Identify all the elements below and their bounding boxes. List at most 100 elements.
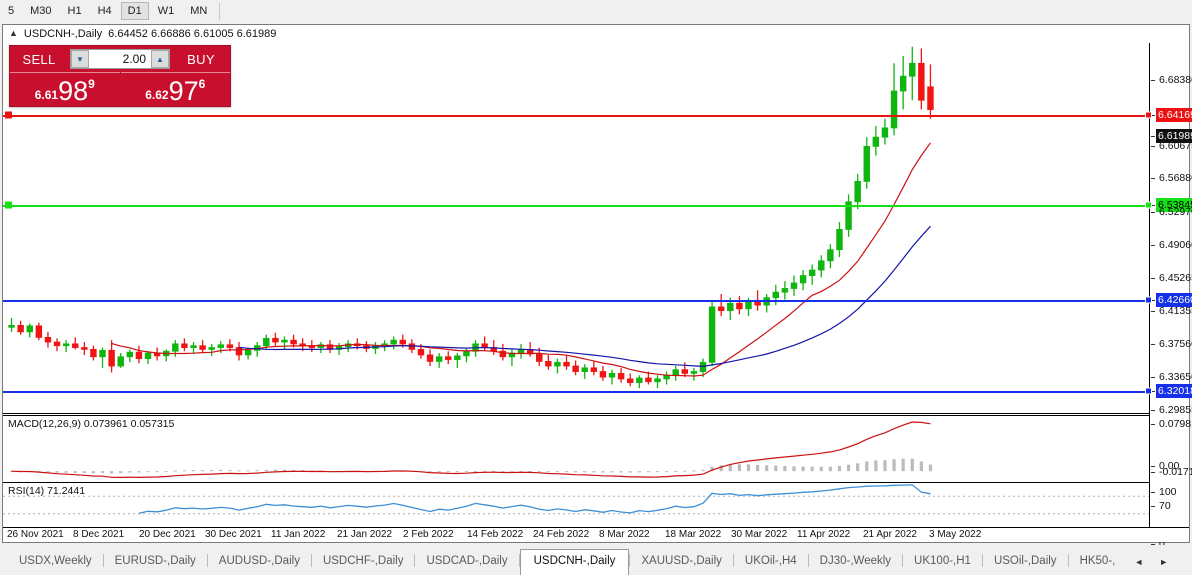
price-scale-label: 6.45265 — [1159, 272, 1192, 284]
scale-tick — [1151, 136, 1155, 137]
level-line-green-support[interactable] — [3, 205, 1149, 207]
sell-price-fraction: 9 — [88, 77, 95, 91]
scale-tick — [1151, 245, 1155, 246]
level-line-blue-lower[interactable] — [3, 391, 1149, 393]
level-marker-blue-lower[interactable] — [1145, 387, 1152, 395]
chart-tab-usoil-daily[interactable]: USOil-,Daily — [993, 555, 1057, 567]
timeframe-m30[interactable]: M30 — [30, 5, 52, 17]
rsi-scale-label: 100 — [1159, 486, 1177, 498]
volume-stepper[interactable]: ▼ 2.00 ▲ — [70, 49, 170, 69]
price-scale-label-blue: 6.32018 — [1156, 384, 1192, 398]
price-scale-label: 6.29855 — [1159, 404, 1192, 416]
macd-label: MACD(12,26,9) 0.073961 0.057315 — [8, 418, 175, 430]
chart-tab-uk100-h1[interactable]: UK100-,H1 — [914, 555, 971, 567]
macd-scale-label: 0.079813 — [1159, 418, 1192, 430]
collapse-chevron-icon[interactable]: ▲ — [9, 28, 18, 38]
candlestick-plot — [8, 46, 934, 389]
chart-tab-audusd-daily[interactable]: AUDUSD-,Daily — [218, 555, 300, 567]
level-marker-green-support[interactable] — [1145, 201, 1152, 209]
scale-tick — [1151, 115, 1155, 116]
buy-button[interactable]: BUY — [187, 51, 215, 67]
chart-tab-hk50[interactable]: HK50-, — [1079, 555, 1116, 567]
macd-plot — [9, 421, 933, 479]
level-line-red-resistance[interactable] — [3, 115, 1149, 117]
scale-tick — [1151, 377, 1155, 378]
timeframe-m5[interactable]: 5 — [8, 5, 15, 17]
chart-tab-usdx-weekly[interactable]: USDX,Weekly — [19, 555, 92, 567]
tab-divider — [981, 554, 983, 567]
scale-tick — [1151, 178, 1155, 179]
price-scale-label: 6.56880 — [1159, 172, 1192, 184]
scale-tick — [1151, 544, 1155, 545]
level-handle-red-resistance[interactable] — [5, 111, 12, 119]
scale-tick — [1151, 205, 1155, 206]
trade-panel-controls: SELL ▼ 2.00 ▲ BUY — [10, 46, 230, 72]
tab-scroll-right-icon[interactable]: ► — [1159, 557, 1169, 567]
price-scale-label: 6.68380 — [1159, 74, 1192, 86]
sell-button[interactable]: SELL — [22, 51, 56, 67]
scale-tick — [1151, 311, 1155, 312]
timeframe-w1[interactable]: W1 — [157, 5, 175, 17]
date-axis-label: 21 Apr 2022 — [863, 529, 917, 540]
macd-indicator-panel[interactable]: MACD(12,26,9) 0.073961 0.057315 — [3, 415, 1149, 483]
buy-price-button[interactable]: 6.62 97 6 — [120, 72, 230, 106]
price-scale-label-blue: 6.42660 — [1156, 293, 1192, 307]
volume-input[interactable]: 2.00 — [122, 52, 146, 66]
macd-scale-label: -0.017143 — [1159, 466, 1192, 478]
rsi-scale-label: 0 — [1159, 538, 1165, 550]
rsi-plot — [3, 484, 1149, 515]
level-line-blue-upper[interactable] — [3, 300, 1149, 302]
level-marker-blue-upper[interactable] — [1145, 296, 1152, 304]
chart-tab-usdcnh-daily[interactable]: USDCNH-,Daily — [519, 549, 630, 575]
scale-tick — [1151, 492, 1155, 493]
sell-price-button[interactable]: 6.61 98 9 — [10, 72, 120, 106]
volume-decrease-icon[interactable]: ▼ — [71, 50, 89, 68]
timeframe-toolbar: 5 M30 H1 H4 D1 W1 MN — [0, 0, 1192, 22]
date-axis-label: 3 May 2022 — [929, 529, 982, 540]
chart-tab-xauusd-daily[interactable]: XAUUSD-,Daily — [641, 555, 722, 567]
scale-tick — [1151, 424, 1155, 425]
price-scale-label: 6.60675 — [1159, 140, 1192, 152]
chart-tab-usdcad-daily[interactable]: USDCAD-,Daily — [426, 555, 508, 567]
tab-divider — [518, 554, 520, 567]
chart-window: ▲ USDCNH-,Daily 6.64452 6.66886 6.61005 … — [2, 24, 1192, 550]
chart-tab-bar: USDX,Weekly EURUSD-,Daily AUDUSD-,Daily USD… — [0, 545, 1192, 575]
tab-divider — [1067, 554, 1069, 567]
sell-price-main: 98 — [58, 76, 89, 106]
date-axis-label: 8 Mar 2022 — [599, 529, 650, 540]
timeframe-h1[interactable]: H1 — [67, 5, 82, 17]
scale-tick — [1151, 278, 1155, 279]
timeframe-h4[interactable]: H4 — [97, 5, 112, 17]
rsi-indicator-panel[interactable]: RSI(14) 71.2441 — [3, 483, 1149, 527]
chart-tab-usdchf-daily[interactable]: USDCHF-,Daily — [322, 555, 404, 567]
price-scale-label: 6.49060 — [1159, 239, 1192, 251]
scale-tick — [1151, 344, 1155, 345]
volume-increase-icon[interactable]: ▲ — [151, 50, 169, 68]
chart-tab-dj30-weekly[interactable]: DJ30-,Weekly — [819, 555, 892, 567]
tab-divider — [414, 554, 416, 567]
scale-tick — [1151, 80, 1155, 81]
date-axis-label: 24 Feb 2022 — [533, 529, 590, 540]
level-marker-red-resistance[interactable] — [1145, 111, 1152, 119]
tab-divider — [732, 554, 734, 567]
tab-divider — [102, 554, 104, 567]
chart-tab-ukoil-h4[interactable]: UKOil-,H4 — [744, 555, 797, 567]
chart-tab-eurusd-daily[interactable]: EURUSD-,Daily — [114, 555, 196, 567]
buy-price-main: 97 — [168, 76, 199, 106]
scale-tick — [1151, 146, 1155, 147]
scale-tick — [1151, 391, 1155, 392]
scale-tick — [1151, 506, 1155, 507]
timeframe-d1[interactable]: D1 — [120, 2, 149, 20]
macd-scale-label: 0.00 — [1159, 460, 1180, 472]
tab-divider — [807, 554, 809, 567]
timeframe-mn[interactable]: MN — [190, 5, 208, 17]
tab-divider — [629, 554, 631, 567]
one-click-trading-panel[interactable]: SELL ▼ 2.00 ▲ BUY 6.61 98 9 6.62 97 6 — [9, 45, 231, 107]
scale-tick — [1151, 410, 1155, 411]
level-handle-green-support[interactable] — [5, 201, 12, 209]
scale-tick — [1151, 472, 1155, 473]
tab-scroll-left-icon[interactable]: ◄ — [1134, 557, 1144, 567]
date-axis: 26 Nov 2021 8 Dec 2021 20 Dec 2021 30 Dec 2… — [3, 527, 1189, 542]
price-scale-label: 6.52970 — [1159, 206, 1192, 218]
